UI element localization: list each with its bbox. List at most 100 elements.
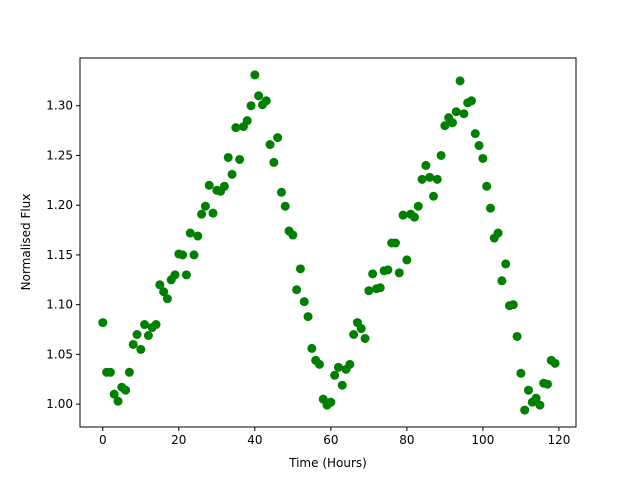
- point: [394, 268, 404, 278]
- point: [113, 396, 123, 406]
- point: [204, 180, 214, 190]
- point: [520, 405, 530, 415]
- point: [219, 181, 229, 191]
- point: [493, 228, 503, 238]
- point: [349, 330, 359, 340]
- y-tick-label: 1.05: [46, 347, 73, 361]
- point: [155, 280, 165, 290]
- point: [273, 133, 283, 143]
- x-tick-label: 120: [547, 433, 570, 447]
- point: [254, 91, 264, 101]
- point: [333, 362, 343, 372]
- point: [193, 231, 203, 241]
- y-tick-label: 1.20: [46, 198, 73, 212]
- point: [466, 96, 476, 106]
- point: [246, 101, 256, 111]
- y-tick-label: 1.00: [46, 397, 73, 411]
- point: [508, 300, 518, 310]
- point: [223, 152, 233, 162]
- point: [390, 238, 400, 248]
- point: [143, 330, 153, 340]
- point: [368, 269, 378, 279]
- point: [383, 265, 393, 275]
- point: [162, 294, 172, 304]
- point: [303, 312, 313, 322]
- point: [531, 393, 541, 403]
- point: [235, 154, 245, 164]
- point: [485, 203, 495, 213]
- point: [299, 297, 309, 307]
- point: [326, 397, 336, 407]
- point: [398, 210, 408, 220]
- point: [356, 324, 366, 334]
- point: [413, 201, 423, 211]
- point: [200, 201, 210, 211]
- point: [409, 212, 419, 222]
- point: [276, 187, 286, 197]
- point: [345, 359, 355, 369]
- point: [337, 380, 347, 390]
- point: [181, 270, 191, 280]
- point: [265, 140, 275, 150]
- point: [523, 385, 533, 395]
- point: [402, 255, 412, 265]
- point: [227, 169, 237, 179]
- point: [197, 209, 207, 219]
- point: [231, 123, 241, 133]
- point: [128, 339, 138, 349]
- point: [497, 276, 507, 286]
- point: [364, 286, 374, 296]
- point: [295, 264, 305, 274]
- y-tick-label: 1.15: [46, 248, 73, 262]
- x-tick-label: 80: [399, 433, 414, 447]
- point: [417, 174, 427, 184]
- point: [360, 333, 370, 343]
- point: [432, 174, 442, 184]
- point: [474, 141, 484, 151]
- point: [292, 285, 302, 295]
- point: [425, 172, 435, 182]
- point: [136, 344, 146, 354]
- point: [121, 385, 131, 395]
- x-axis-label: Time (Hours): [288, 456, 367, 470]
- plot-frame: [79, 57, 577, 428]
- point: [501, 259, 511, 269]
- point: [421, 160, 431, 170]
- point: [307, 343, 317, 353]
- point: [478, 153, 488, 163]
- point: [482, 181, 492, 191]
- point: [105, 367, 115, 377]
- point: [550, 358, 560, 368]
- point: [440, 121, 450, 131]
- point: [132, 330, 142, 340]
- point: [185, 228, 195, 238]
- x-tick-label: 40: [247, 433, 262, 447]
- point: [428, 191, 438, 201]
- point: [109, 389, 119, 399]
- x-tick-label: 100: [471, 433, 494, 447]
- point: [535, 400, 545, 410]
- point: [280, 201, 290, 211]
- point: [261, 96, 271, 106]
- point: [98, 318, 108, 328]
- x-tick-label: 0: [99, 433, 107, 447]
- point: [288, 230, 298, 240]
- point: [124, 367, 134, 377]
- point: [178, 250, 188, 260]
- y-axis-label: Normalised Flux: [19, 194, 33, 291]
- point: [436, 150, 446, 160]
- point: [470, 129, 480, 139]
- y-tick-label: 1.30: [46, 99, 73, 113]
- point: [250, 70, 260, 80]
- point: [451, 107, 461, 117]
- y-tick-label: 1.10: [46, 298, 73, 312]
- point: [140, 320, 150, 330]
- point: [455, 76, 465, 86]
- point: [516, 368, 526, 378]
- point: [542, 379, 552, 389]
- x-tick-label: 60: [323, 433, 338, 447]
- point: [330, 370, 340, 380]
- point: [512, 331, 522, 341]
- point: [208, 208, 218, 218]
